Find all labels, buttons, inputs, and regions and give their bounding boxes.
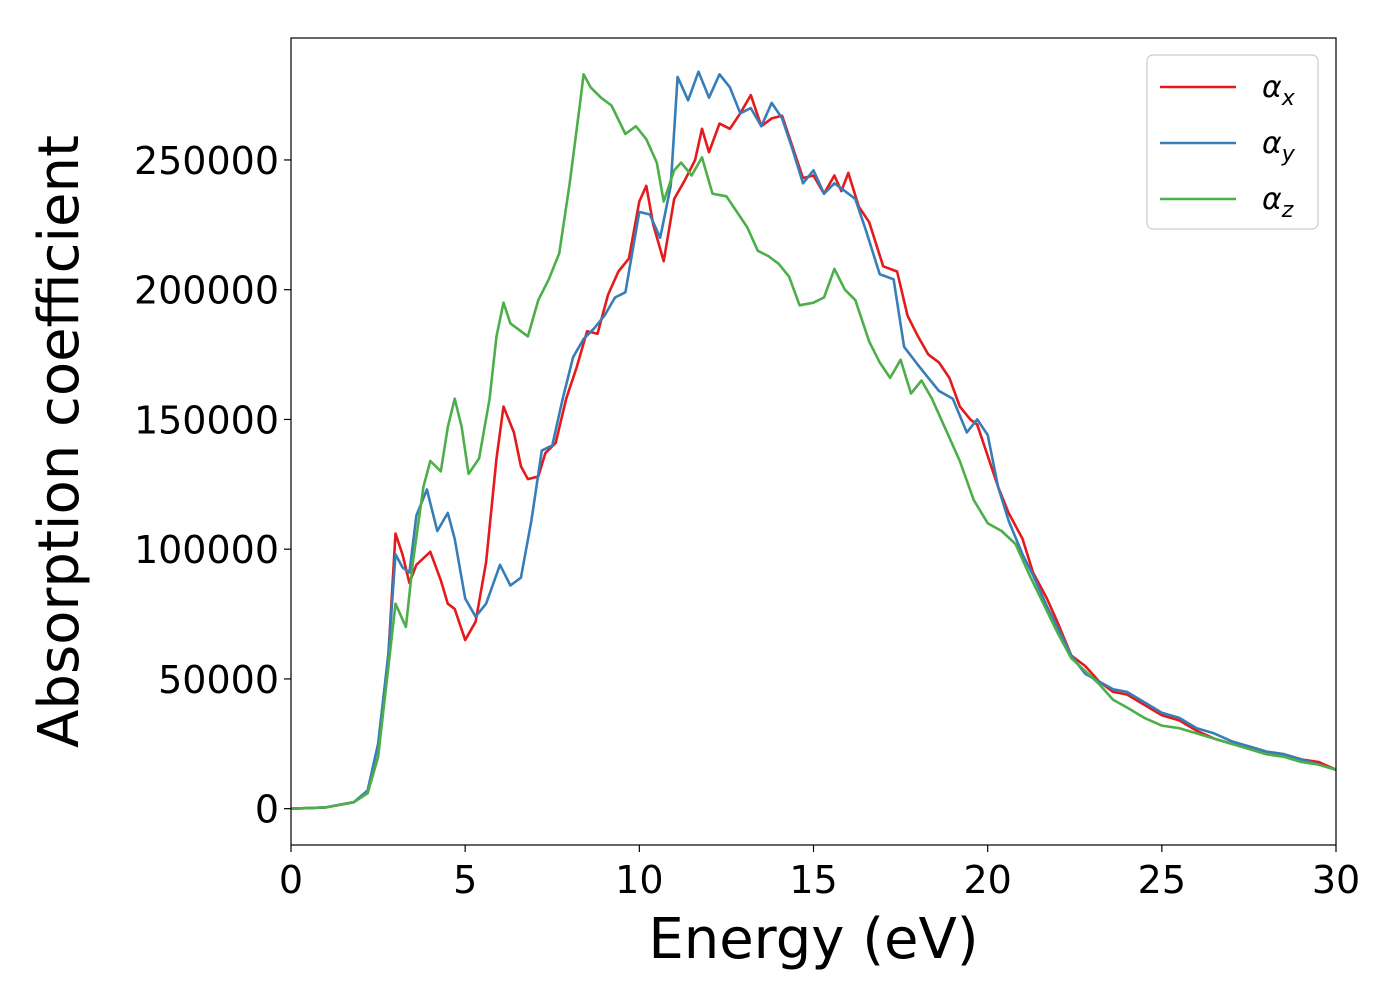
y-tick-label: 100000: [134, 528, 279, 572]
legend-label-z: αz: [1262, 182, 1294, 223]
x-axis-ticks: 0 5 10 15 20 25 30: [279, 845, 1360, 902]
x-tick-label: 20: [963, 858, 1011, 902]
x-tick-label: 5: [453, 858, 477, 902]
x-tick-label: 0: [279, 858, 303, 902]
legend-label-y: αy: [1262, 126, 1296, 167]
y-tick-label: 0: [255, 788, 279, 832]
y-tick-label: 200000: [134, 269, 279, 313]
legend: αx αy αz: [1146, 54, 1319, 230]
series-line-z: [290, 73, 1337, 810]
y-tick-label: 150000: [134, 398, 279, 442]
series-group: [290, 70, 1337, 810]
y-axis-ticks: 0 50000 100000 150000 200000 250000: [134, 139, 291, 832]
y-axis-title: Absorption coefficient: [27, 135, 92, 748]
x-tick-label: 30: [1312, 858, 1360, 902]
x-axis-title: Energy (eV): [648, 907, 978, 972]
y-tick-label: 50000: [158, 658, 279, 702]
legend-label-x: αx: [1262, 70, 1296, 111]
x-tick-label: 10: [615, 858, 663, 902]
x-tick-label: 15: [789, 858, 837, 902]
x-tick-label: 25: [1138, 858, 1186, 902]
y-tick-label: 250000: [134, 139, 279, 183]
